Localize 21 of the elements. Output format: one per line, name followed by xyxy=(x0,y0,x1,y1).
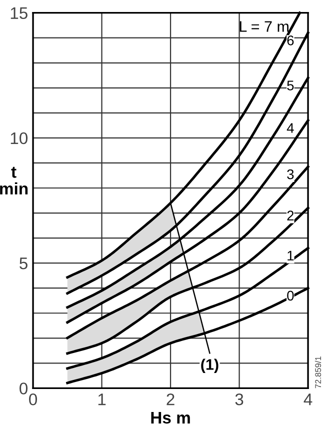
x-axis-title: Hs m xyxy=(151,412,190,424)
series-label: 0 xyxy=(287,290,294,301)
x-tick-label: 1 xyxy=(98,394,106,406)
y-tick-label: 5 xyxy=(20,258,28,270)
y-tick-label: 15 xyxy=(10,7,28,20)
series-label: 3 xyxy=(287,169,294,180)
series-label: 1 xyxy=(288,250,294,260)
y-tick-label: 0 xyxy=(20,382,28,394)
series-label: 6 xyxy=(287,36,294,46)
series-label: L = 7 m xyxy=(240,21,288,32)
series-label: 5 xyxy=(287,80,294,90)
x-tick-label: 4 xyxy=(304,394,312,406)
series-label: 2 xyxy=(287,210,294,220)
annotation: (1) xyxy=(201,358,218,373)
x-tick-label: 0 xyxy=(29,393,38,406)
x-tick-label: 3 xyxy=(235,393,244,406)
x-tick-label: 2 xyxy=(166,393,174,406)
y-axis-title: t min xyxy=(0,166,28,194)
text: 72.859/1 xyxy=(314,356,322,388)
series-label: 4 xyxy=(286,123,294,133)
y-tick-label: 10 xyxy=(10,132,28,144)
